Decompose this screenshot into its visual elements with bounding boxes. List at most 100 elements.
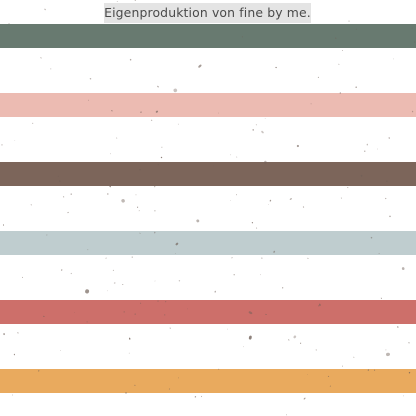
- speckle: [393, 58, 394, 60]
- speckle: [110, 153, 111, 155]
- speckle: [12, 394, 13, 396]
- speckle: [157, 85, 159, 88]
- speckle: [106, 193, 109, 195]
- speckle: [261, 257, 263, 259]
- speckle: [14, 140, 16, 141]
- speckle: [230, 154, 232, 156]
- speckle: [113, 282, 116, 284]
- speckle: [293, 335, 297, 339]
- speckle: [198, 64, 202, 68]
- stripe-blush-pink: [0, 93, 416, 117]
- speckle: [50, 68, 52, 70]
- speckle: [243, 346, 244, 348]
- speckle: [255, 124, 257, 126]
- speckle: [129, 58, 132, 61]
- speckle: [137, 206, 139, 208]
- stripe-sage-green: [0, 24, 416, 48]
- speckle: [70, 193, 72, 195]
- speckle: [178, 280, 181, 282]
- speckle: [388, 137, 390, 139]
- speckle: [260, 274, 261, 276]
- speckle: [60, 349, 61, 351]
- speckle: [40, 57, 42, 59]
- speckle: [341, 49, 343, 51]
- speckle: [85, 289, 90, 294]
- speckle: [386, 352, 390, 357]
- speckle: [154, 280, 156, 282]
- speckle: [385, 349, 387, 351]
- speckle: [169, 327, 171, 329]
- speckle: [236, 156, 238, 158]
- speckle: [275, 66, 277, 69]
- speckle: [138, 210, 140, 212]
- speckle: [307, 257, 309, 259]
- production-caption: Eigenproduktion von fine by me.: [104, 3, 311, 23]
- speckle: [282, 287, 284, 289]
- speckle: [134, 0, 136, 1]
- speckle: [296, 144, 299, 148]
- speckle: [161, 146, 163, 148]
- speckle: [315, 349, 318, 351]
- speckle: [2, 224, 5, 226]
- speckle: [89, 78, 92, 80]
- speckle: [340, 197, 342, 199]
- speckle: [288, 339, 290, 341]
- speckle: [150, 119, 153, 121]
- speckle: [397, 326, 399, 328]
- speckle: [177, 123, 179, 125]
- speckle: [121, 199, 125, 203]
- speckle: [408, 342, 410, 344]
- speckle: [341, 365, 343, 367]
- speckle: [347, 187, 349, 189]
- speckle: [231, 257, 233, 259]
- speckle: [389, 215, 391, 218]
- speckle: [236, 194, 237, 196]
- speckle: [22, 276, 23, 278]
- speckle: [338, 63, 340, 65]
- speckle: [135, 194, 137, 196]
- speckle: [201, 395, 203, 398]
- speckle: [251, 222, 254, 224]
- speckle: [380, 297, 383, 299]
- speckle: [366, 143, 368, 146]
- speckle: [116, 137, 118, 139]
- speckle: [403, 395, 405, 397]
- speckle: [385, 197, 387, 200]
- speckle: [401, 267, 405, 271]
- speckle: [196, 219, 200, 223]
- speckle: [377, 148, 378, 150]
- speckle: [154, 185, 156, 188]
- speckle: [70, 272, 72, 275]
- speckle: [60, 269, 63, 271]
- speckle: [128, 337, 131, 340]
- stripe-brown: [0, 162, 416, 186]
- speckle: [286, 413, 288, 416]
- speckle: [268, 204, 270, 205]
- stripe-ochre: [0, 369, 416, 393]
- speckle: [67, 211, 69, 214]
- speckle: [194, 396, 197, 398]
- speckle: [269, 199, 272, 202]
- speckle: [256, 227, 258, 229]
- speckle: [289, 198, 292, 200]
- speckle: [303, 397, 306, 400]
- speckle: [131, 256, 133, 258]
- speckle: [173, 88, 178, 93]
- speckle: [348, 20, 350, 22]
- speckle: [128, 352, 130, 354]
- speckle: [261, 130, 264, 134]
- speckle: [106, 290, 108, 292]
- speckle: [230, 200, 231, 201]
- speckle: [122, 284, 124, 286]
- speckle: [13, 353, 15, 356]
- stripe-terracotta: [0, 300, 416, 324]
- speckle: [154, 210, 156, 212]
- speckle: [62, 196, 65, 198]
- speckle: [248, 335, 252, 340]
- speckle: [214, 290, 216, 293]
- speckle: [116, 1, 119, 2]
- speckle: [227, 328, 228, 330]
- speckle: [17, 332, 19, 334]
